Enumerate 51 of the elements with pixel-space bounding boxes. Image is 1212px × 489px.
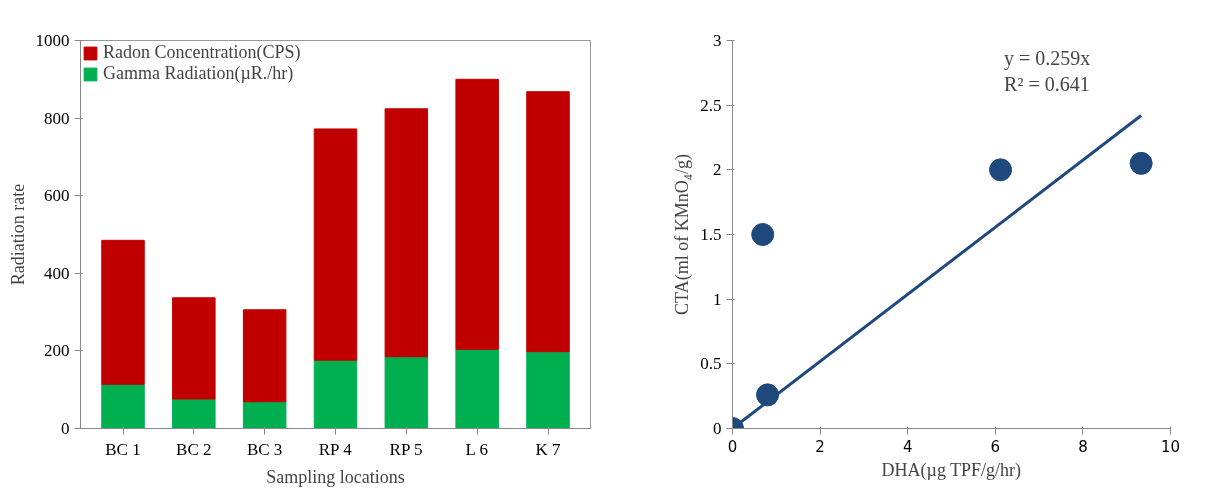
point: [751, 223, 775, 246]
bar: [172, 398, 216, 429]
x-tick-label: 4: [902, 437, 913, 456]
bar: [313, 128, 358, 361]
x-axis-title: Sampling locations: [266, 466, 405, 487]
x-axis-title: DHA(µg TPF/g/hr): [881, 459, 1022, 481]
x-tick-label: RP 4: [318, 439, 353, 459]
x-tick-label: K 7: [535, 439, 562, 459]
y-tick-label: 800: [44, 108, 70, 128]
bar: [526, 91, 570, 353]
x-tick-label: 8: [1078, 437, 1088, 456]
y-tick-label: 0.5: [700, 354, 722, 374]
x-tick-label: L 6: [465, 439, 489, 459]
bar: [455, 348, 499, 429]
y-tick-label: 0: [61, 419, 70, 438]
x-tick-label: BC 1: [105, 439, 141, 459]
bar: [384, 108, 429, 358]
y-tick-label: 1000: [35, 31, 70, 50]
legend-label: Radon Concentration(CPS): [103, 42, 301, 63]
y-tick-label: 600: [44, 186, 70, 206]
bar: [313, 359, 358, 429]
bar: [242, 401, 287, 429]
bar: [455, 78, 499, 350]
y-tick-label: 400: [44, 263, 70, 283]
bar: [526, 351, 570, 429]
point: [1129, 151, 1153, 175]
y-tick-label: 200: [44, 341, 70, 361]
y-tick-label: 3: [713, 31, 722, 50]
x-tick-label: 0: [727, 437, 738, 456]
x-tick-label: BC 3: [246, 439, 283, 459]
legend-label: Gamma Radiation(µR./hr): [103, 63, 294, 84]
y-tick-label: 2.5: [700, 95, 722, 115]
y-tick-label: 1: [713, 289, 722, 309]
bar: [384, 356, 429, 429]
annotation: y = 0.259x: [1004, 46, 1091, 70]
x-tick-label: RP 5: [389, 439, 423, 459]
bar: [101, 239, 145, 385]
point: [989, 158, 1013, 182]
bar: [101, 383, 145, 429]
y-tick-label: 0: [713, 419, 722, 438]
x-tick-label: 2: [815, 437, 825, 456]
x-tick-label: BC 2: [176, 439, 212, 459]
y-tick-label: 2: [713, 160, 722, 180]
bar: [242, 309, 287, 403]
annotation: R² = 0.641: [1004, 72, 1090, 95]
x-tick-label: 6: [990, 437, 1001, 456]
y-axis-title: CTA(ml of KMnO₄/g): [672, 154, 694, 315]
x-tick-label: 10: [1160, 437, 1181, 456]
y-axis-title: Radiation rate: [7, 183, 28, 286]
bar: [172, 297, 216, 400]
y-tick-label: 1.5: [700, 225, 722, 244]
